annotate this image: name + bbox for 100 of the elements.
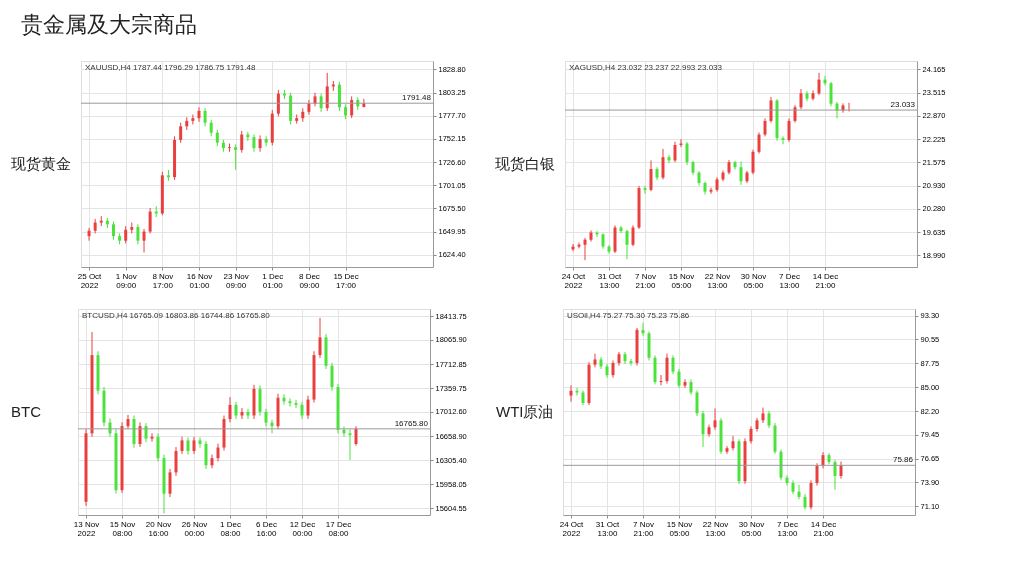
candlestick bbox=[709, 187, 713, 195]
candlestick bbox=[769, 96, 773, 124]
annotation: XAUUSD,H4 1787.44 1796.29 1786.75 1791.48 bbox=[85, 63, 256, 72]
candlestick bbox=[156, 432, 160, 462]
candlestick bbox=[318, 317, 322, 359]
candlestick bbox=[725, 445, 729, 455]
candlestick bbox=[671, 354, 675, 375]
text: BTC bbox=[11, 403, 42, 420]
ref-line-label: 75.86 bbox=[892, 455, 914, 465]
x-tick-label: 1 Dec 01:00 bbox=[262, 271, 284, 290]
candlestick bbox=[142, 228, 146, 253]
candlestick bbox=[258, 134, 262, 153]
candlestick bbox=[276, 89, 280, 117]
candlestick bbox=[288, 397, 292, 408]
candlestick bbox=[731, 435, 735, 451]
x-tick-label: 23 Nov 09:00 bbox=[223, 271, 249, 290]
x-tick-label: 7 Dec 13:00 bbox=[779, 271, 801, 290]
ref-line-label: 1791.48 bbox=[402, 93, 432, 103]
candlestick bbox=[198, 436, 202, 449]
text: 贵金属及大宗商品 bbox=[21, 12, 197, 37]
x-tick-label: 8 Dec 09:00 bbox=[298, 271, 320, 290]
candlestick bbox=[659, 374, 663, 386]
candlestick bbox=[174, 446, 178, 477]
x-tick-label: 31 Oct 13:00 bbox=[597, 271, 623, 290]
candlestick bbox=[593, 353, 597, 368]
ref-line-label: 16765.80 bbox=[394, 418, 429, 428]
candlestick bbox=[150, 432, 154, 443]
candlestick bbox=[258, 384, 262, 417]
x-tick-label: 1 Nov 09:00 bbox=[115, 271, 137, 290]
x-tick-label: 7 Nov 21:00 bbox=[633, 519, 655, 538]
candlestick bbox=[240, 130, 244, 154]
candlestick bbox=[197, 106, 201, 123]
candlestick bbox=[136, 223, 140, 245]
x-tick-label: 30 Nov 05:00 bbox=[740, 271, 767, 290]
x-tick-label: 1 Dec 08:00 bbox=[220, 519, 242, 538]
candlestick bbox=[589, 229, 593, 243]
x-tick-label: 20 Nov 16:00 bbox=[145, 519, 172, 538]
candlestick bbox=[641, 322, 645, 337]
x-tick-label: 24 Oct 2022 bbox=[561, 271, 587, 290]
candlestick bbox=[833, 459, 837, 491]
candlestick bbox=[667, 154, 671, 164]
candlestick bbox=[695, 389, 699, 417]
candlestick bbox=[583, 237, 587, 261]
candlestick bbox=[191, 114, 195, 126]
candlestick bbox=[319, 93, 323, 113]
x-tick-label: 16 Nov 01:00 bbox=[186, 271, 213, 290]
candlestick bbox=[829, 81, 833, 107]
candlestick bbox=[785, 474, 789, 487]
x-tick-label: 30 Nov 05:00 bbox=[738, 519, 765, 538]
candlestick bbox=[787, 117, 791, 143]
candlestick bbox=[569, 384, 573, 403]
candlestick bbox=[306, 395, 310, 420]
candlestick bbox=[649, 159, 653, 192]
annotation: BTCUSD,H4 16765.09 16803.86 16744.86 16765.80 bbox=[82, 311, 271, 320]
candlestick bbox=[665, 353, 669, 385]
x-tick-label: 15 Nov 05:00 bbox=[666, 519, 693, 538]
candlestick bbox=[330, 362, 334, 392]
candlestick bbox=[683, 378, 687, 389]
candlestick bbox=[87, 227, 91, 242]
candlestick bbox=[138, 421, 142, 448]
x-tick-label: 14 Dec 21:00 bbox=[812, 271, 839, 290]
x-tick-label: 15 Dec 17:00 bbox=[333, 271, 359, 290]
candlestick bbox=[577, 242, 581, 249]
candlestick bbox=[739, 160, 743, 186]
candlestick bbox=[677, 368, 681, 389]
candlestick bbox=[661, 148, 665, 180]
candlestick bbox=[625, 229, 629, 260]
candlestick bbox=[179, 122, 183, 144]
x-tick-label: 15 Nov 05:00 bbox=[668, 271, 695, 290]
candlestick bbox=[204, 440, 208, 470]
candlestick bbox=[234, 143, 238, 171]
ref-line-label: 23.033 bbox=[890, 100, 916, 110]
candlestick bbox=[575, 387, 579, 397]
candlestick bbox=[685, 141, 689, 166]
candlestick bbox=[817, 72, 821, 96]
x-tick-label: 15 Nov 08:00 bbox=[109, 519, 136, 538]
text: 现货白银 bbox=[495, 155, 555, 172]
candlestick bbox=[799, 88, 803, 110]
text: WTI原油 bbox=[496, 403, 554, 420]
x-tick-label: 17 Dec 08:00 bbox=[325, 519, 352, 538]
x-tick-label: 7 Nov 21:00 bbox=[635, 271, 657, 290]
candlestick bbox=[761, 407, 765, 424]
x-tick-label: 14 Dec 21:00 bbox=[810, 519, 837, 538]
x-tick-label: 6 Dec 16:00 bbox=[256, 519, 278, 538]
candlestick bbox=[148, 207, 152, 234]
candlestick bbox=[111, 221, 115, 241]
x-tick-label: 12 Dec 00:00 bbox=[289, 519, 316, 538]
candlestick bbox=[631, 224, 635, 247]
candlestick bbox=[781, 135, 785, 145]
candlestick bbox=[325, 72, 329, 112]
x-tick-label: 31 Oct 13:00 bbox=[595, 519, 621, 538]
candlestick bbox=[757, 131, 761, 155]
x-tick-label: 24 Oct 2022 bbox=[559, 519, 585, 538]
candlestick bbox=[350, 95, 354, 119]
candlestick bbox=[721, 169, 725, 182]
candlestick bbox=[168, 468, 172, 498]
candlestick bbox=[673, 141, 677, 163]
x-tick-label: 8 Nov 17:00 bbox=[152, 271, 174, 290]
candlestick bbox=[337, 81, 341, 112]
candlestick bbox=[354, 425, 358, 447]
